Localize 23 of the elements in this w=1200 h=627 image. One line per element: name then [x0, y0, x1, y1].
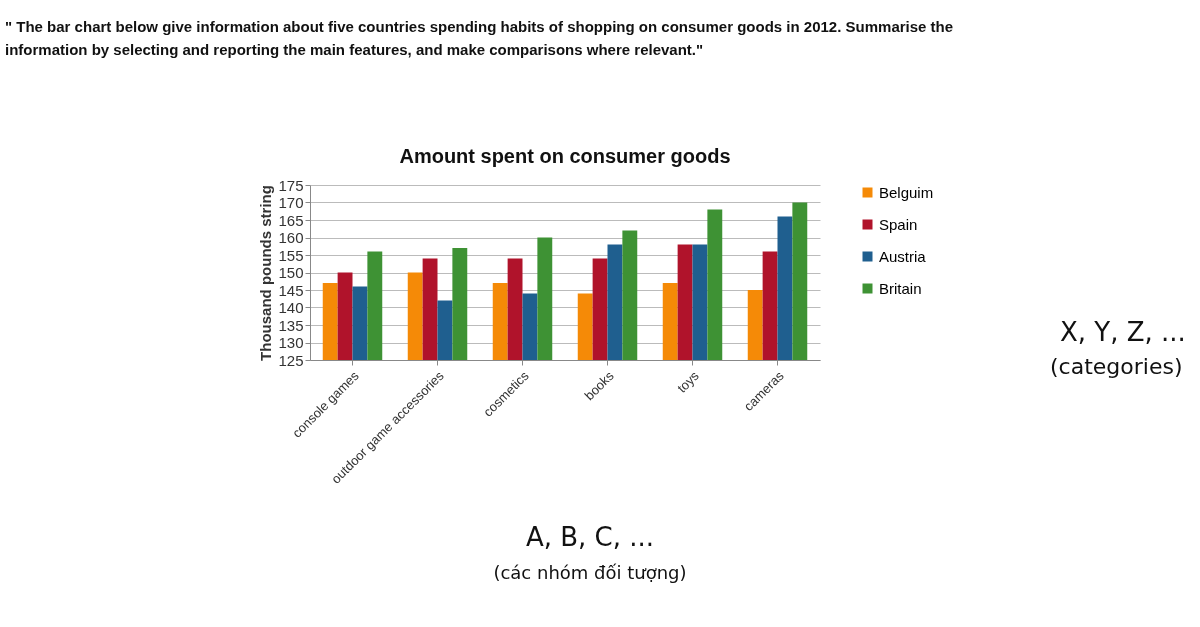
y-tick-label: 175 — [278, 176, 304, 194]
text: " The bar chart below give information about five countries spending habits of shopping on consumer goods in 2012. Summarise the information by selecting and reporting the main features, and make comparisons where relevant." — [5, 18, 954, 58]
legend-label: Spain — [879, 215, 918, 233]
text: X, Y, Z, ... — [1060, 317, 1186, 347]
y-tick-label: 135 — [278, 316, 304, 334]
x-tick-label: toys — [674, 367, 703, 396]
text: A, B, C, ... — [525, 522, 655, 552]
legend-label: Belguim — [879, 183, 934, 201]
chart-title: Amount spent on consumer goods — [399, 145, 731, 167]
y-tick-label: 130 — [278, 334, 304, 351]
y-tick-label: 170 — [278, 194, 304, 211]
text: (categories) — [1050, 354, 1183, 379]
y-tick-label: 165 — [278, 211, 304, 229]
legend-label: Britain — [879, 279, 922, 297]
y-tick-label: 155 — [278, 246, 304, 264]
y-tick-label: 160 — [278, 229, 304, 246]
y-tick-label: 125 — [278, 351, 304, 369]
y-tick-label: 150 — [278, 264, 304, 281]
y-tick-label: 145 — [278, 281, 304, 299]
text: (các nhóm đối tượng) — [493, 562, 687, 583]
y-axis-title: Thousand pounds string — [257, 185, 275, 361]
y-tick-label: 140 — [278, 299, 304, 316]
legend-label: Austria — [879, 247, 927, 265]
